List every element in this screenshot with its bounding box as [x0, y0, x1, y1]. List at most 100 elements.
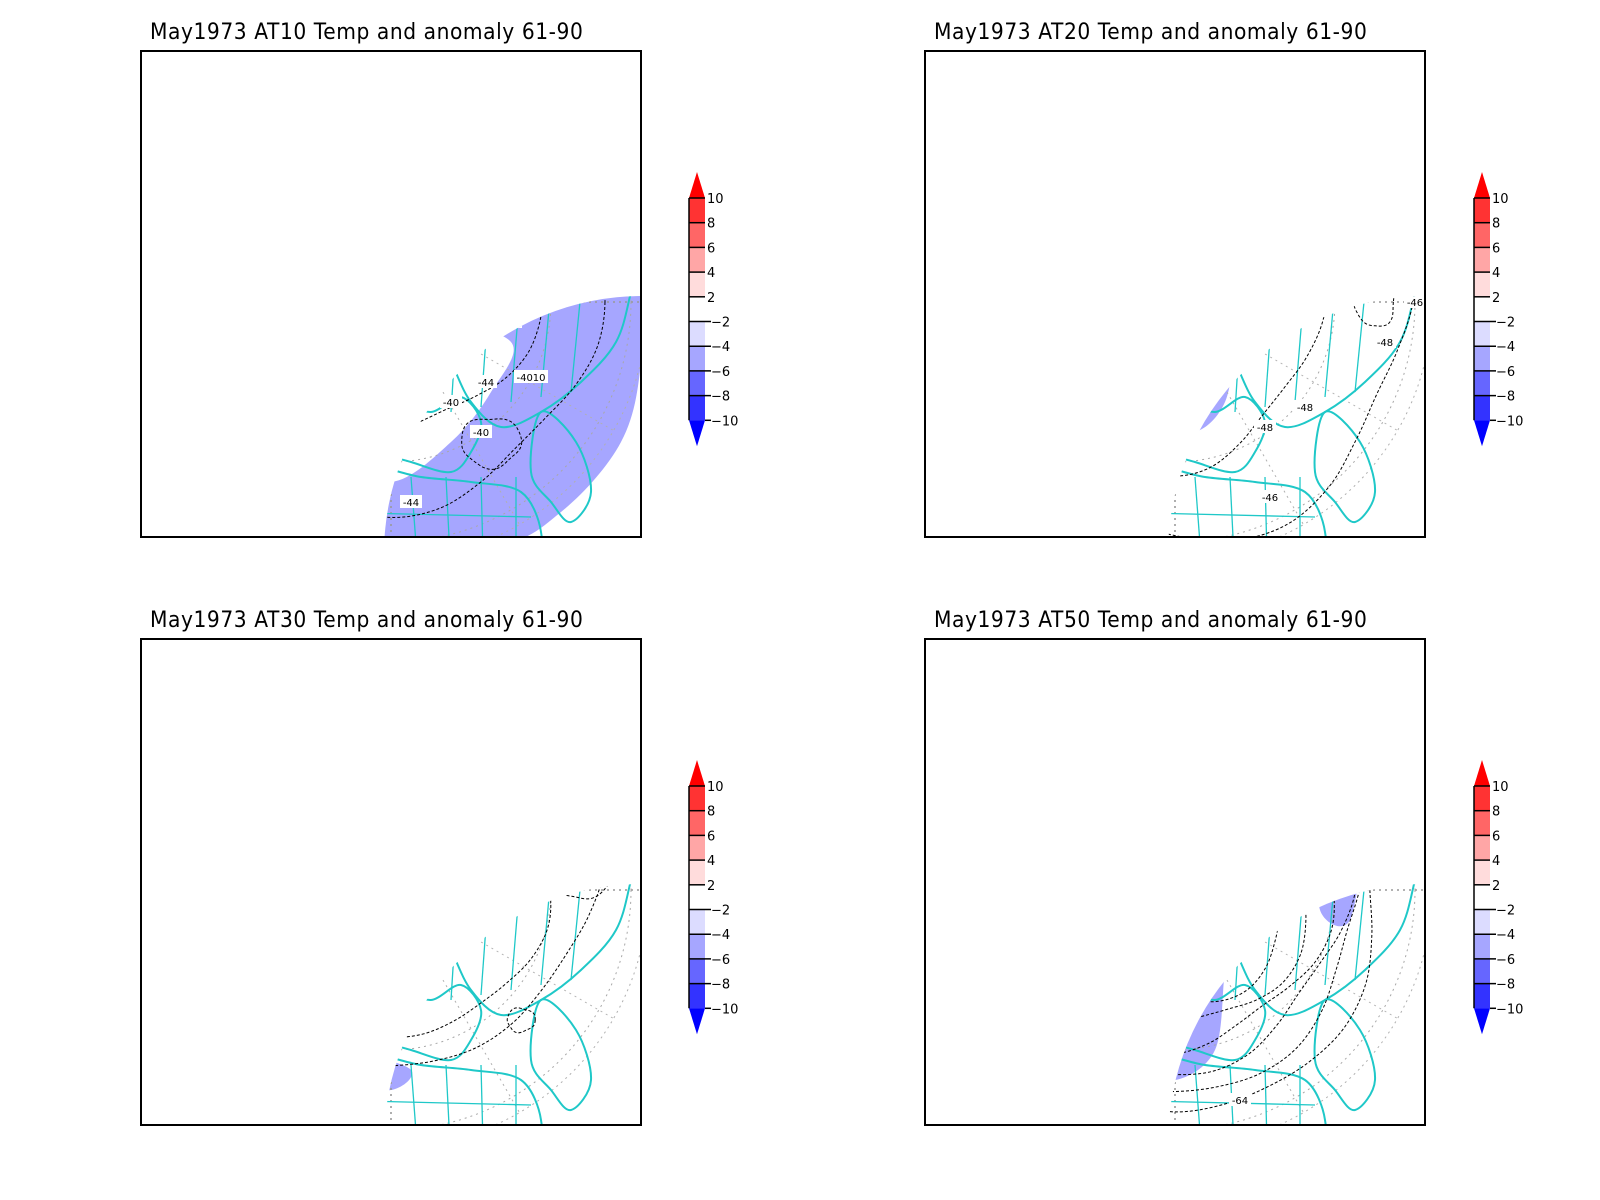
map-frame	[924, 638, 1426, 1126]
contour-label: -40	[443, 210, 459, 221]
colorbar-segment	[689, 395, 705, 421]
coastlines	[929, 182, 1424, 536]
border-line	[384, 1099, 532, 1106]
island	[1058, 400, 1062, 404]
meridian-line	[168, 761, 322, 850]
contour-line	[1012, 228, 1040, 244]
island	[339, 720, 343, 724]
contour-label: -48	[1167, 904, 1183, 915]
meridian-line	[1244, 173, 1398, 262]
border-line	[1014, 792, 1019, 870]
contour-label-bg	[307, 280, 329, 293]
colorbar-segment	[689, 934, 705, 959]
contour-label-bg	[440, 207, 462, 220]
border-line	[1042, 796, 1047, 870]
contour-line	[1352, 296, 1395, 327]
contour-label: -56	[576, 876, 592, 887]
border-line	[384, 1064, 385, 1124]
contour-label-bg	[340, 990, 362, 1003]
contour-label: -40	[288, 262, 304, 273]
island	[1123, 720, 1127, 724]
map-frame	[140, 50, 642, 538]
colorbar-segment	[1474, 860, 1490, 885]
colorbar-label: −4	[1496, 928, 1515, 943]
colorbar-segment	[689, 860, 705, 885]
border-line	[272, 798, 277, 870]
latitude-circle	[1168, 884, 1336, 1051]
contour-line	[1168, 296, 1329, 477]
border-line	[300, 802, 305, 870]
border-line	[1014, 204, 1019, 282]
contour-label: -40	[308, 248, 324, 259]
border-line	[1070, 212, 1075, 282]
contours: -52-52-52-52-56-48-52-56	[300, 721, 613, 1068]
border-line	[211, 800, 321, 805]
contour-label: -64	[1167, 678, 1183, 689]
meridian-line	[262, 959, 351, 1113]
border-line	[230, 792, 235, 870]
island	[1233, 678, 1237, 682]
contour-label-bg	[300, 721, 322, 734]
colorbar-label: 2	[1492, 879, 1500, 894]
contour-label: -48	[1407, 283, 1423, 294]
coastline-north-america	[929, 182, 1155, 397]
island	[274, 988, 278, 992]
colorbar-min-triangle	[1474, 1008, 1490, 1035]
colorbar-label: 6	[1492, 829, 1500, 844]
border-line	[211, 240, 321, 245]
contour-line	[1168, 884, 1335, 1055]
contour-label-bg	[550, 225, 572, 238]
contour-line	[384, 296, 606, 518]
border-line	[1324, 296, 1342, 398]
contour-line	[333, 231, 369, 335]
latitude-circle	[1168, 296, 1256, 383]
border-line	[1098, 216, 1103, 282]
contour-label: -40	[553, 228, 569, 239]
latitude-circle	[1168, 884, 1256, 971]
border-line	[341, 1065, 351, 1126]
contour-label-bg	[400, 495, 422, 508]
contour-line	[384, 296, 454, 346]
contour-label: -52	[343, 993, 359, 1004]
border-line	[540, 884, 558, 986]
contour-label-bg	[1054, 383, 1076, 396]
anomaly-region	[384, 296, 482, 305]
coastline-greenland	[384, 884, 413, 922]
border-line	[995, 814, 1105, 819]
colorbar: 10 8 6 4 2 −2 −4 −6 −8 −10	[688, 760, 738, 1035]
anomaly-region	[384, 296, 453, 354]
border-line	[480, 1064, 484, 1124]
contour-line	[550, 884, 613, 900]
contour-line	[384, 884, 606, 1068]
colorbar-segment	[1474, 272, 1490, 297]
contour-label: -44	[288, 328, 304, 339]
border-line	[314, 804, 319, 870]
colorbar-label: 10	[1492, 192, 1509, 207]
contour-label: -46	[1407, 298, 1423, 309]
island	[274, 400, 278, 404]
meridian-line	[262, 667, 351, 821]
contour-label-bg	[1294, 400, 1316, 413]
colorbar-label: −8	[1496, 390, 1515, 405]
border-line	[995, 856, 1105, 861]
contour-label: -48	[1082, 300, 1098, 311]
meridian-line	[168, 173, 322, 262]
colorbar-segment	[1474, 346, 1490, 371]
contour-label-bg	[500, 315, 522, 328]
border-line	[286, 800, 291, 870]
colorbar-label: 8	[707, 805, 715, 820]
colorbar-segment	[1474, 909, 1490, 935]
meridian-line	[952, 761, 1106, 850]
border-line	[1264, 884, 1278, 996]
coastline-arctic-islands	[290, 850, 331, 891]
contour-line	[200, 346, 241, 379]
contour-label-bg	[1374, 335, 1396, 348]
contour-line	[1168, 884, 1265, 989]
colorbar-segment	[1474, 958, 1490, 984]
colorbar-max-triangle	[689, 172, 705, 198]
colorbar-max-triangle	[1474, 172, 1490, 198]
colorbar-segment	[1474, 296, 1490, 322]
contour-label-bg	[1104, 469, 1126, 482]
meridian-line	[952, 342, 1106, 431]
border-line	[1234, 884, 1246, 1001]
